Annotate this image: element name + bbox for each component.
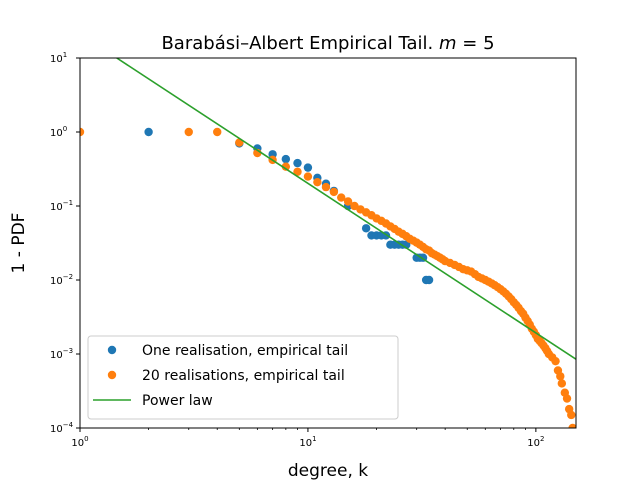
x-tick-label: 101 xyxy=(299,435,316,449)
axes-frame xyxy=(79,57,577,429)
y-axis-label: 1 - PDF xyxy=(9,213,29,274)
one-realisation-point xyxy=(361,224,371,233)
x-axis-label: degree, k xyxy=(288,461,368,480)
twenty-realisations-point xyxy=(556,372,565,381)
legend: One realisation, empirical tail 20 realis… xyxy=(87,335,399,420)
twenty-realisations-point xyxy=(293,167,302,176)
y-tick-label: 10−1 xyxy=(50,199,73,213)
twenty-realisations-point xyxy=(337,193,346,202)
one-realisation-point xyxy=(424,275,434,285)
twenty-realisations-point xyxy=(329,187,339,197)
y-tick-label: 100 xyxy=(50,125,67,139)
one-realisation-point xyxy=(303,163,313,172)
power-law-line xyxy=(116,58,576,360)
y-tick-label: 10−2 xyxy=(50,273,73,287)
axes-layer: 100 101 102 10−4 10−3 10−2 10−1 100 101 xyxy=(50,51,577,449)
one-realisation-point xyxy=(293,158,302,168)
twenty-realisations-point xyxy=(557,379,567,388)
x-tick-label: 100 xyxy=(71,435,88,449)
twenty-realisations-point xyxy=(551,356,560,366)
legend-dot-marker xyxy=(107,370,117,380)
y-tick-label: 10−4 xyxy=(50,421,74,435)
twenty-realisations-point xyxy=(80,127,85,137)
one-realisation-point xyxy=(281,154,291,164)
twenty-realisations-point xyxy=(568,423,576,428)
plot-layer xyxy=(80,58,576,428)
twenty-realisations-point xyxy=(562,394,572,403)
legend-entry-label: 20 realisations, empirical tail xyxy=(142,368,345,384)
legend-entry-label: Power law xyxy=(142,393,213,409)
legend-box xyxy=(87,335,399,420)
y-tick-label: 10−3 xyxy=(50,347,73,361)
twenty-realisations-point xyxy=(184,127,193,137)
twenty-realisations-point xyxy=(303,172,313,181)
chart-title: Barabási–Albert Empirical Tail. m = 5 xyxy=(161,33,494,54)
twenty-realisations-point xyxy=(281,162,291,171)
twenty-realisations-point xyxy=(313,177,322,187)
one-realisation-point xyxy=(144,127,153,137)
twenty-realisations-point xyxy=(343,197,353,206)
y-tick-label: 101 xyxy=(50,51,67,65)
twenty-realisations-point xyxy=(213,127,222,137)
twenty-realisations-point xyxy=(567,410,576,420)
legend-entry-label: One realisation, empirical tail xyxy=(142,343,348,359)
legend-dot-marker xyxy=(107,345,117,355)
twenty-realisations-point xyxy=(321,182,331,192)
x-tick-label: 102 xyxy=(527,435,544,449)
